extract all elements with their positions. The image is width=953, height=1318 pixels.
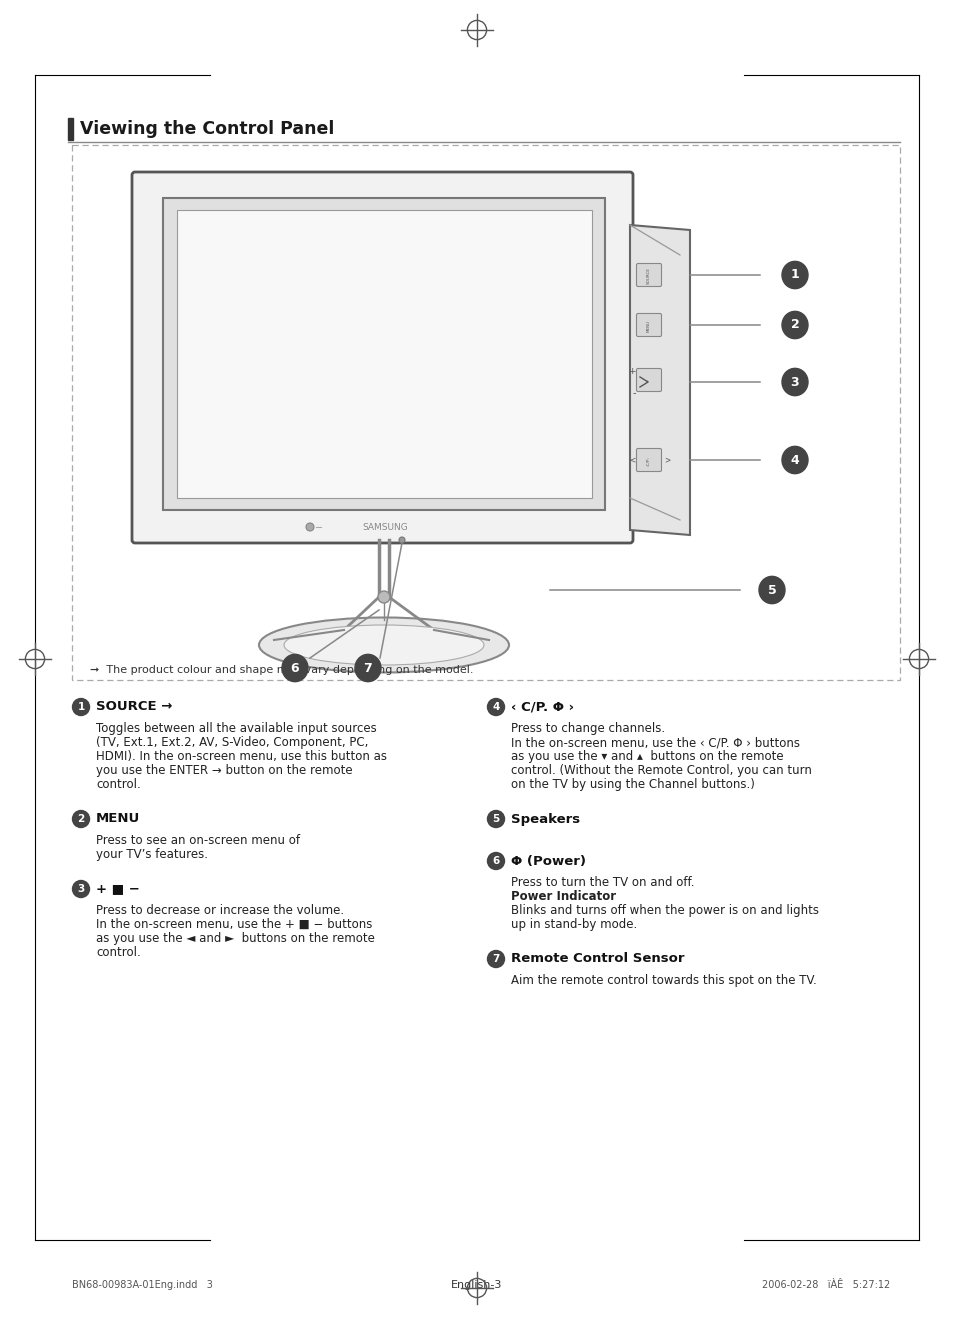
Text: Blinks and turns off when the power is on and lights: Blinks and turns off when the power is o…	[511, 904, 818, 917]
Bar	[71, 145, 899, 680]
Text: 5: 5	[492, 815, 499, 824]
Ellipse shape	[258, 618, 509, 672]
Text: In the on-screen menu, use the + ■ − buttons: In the on-screen menu, use the + ■ − but…	[96, 919, 372, 931]
Text: 4: 4	[492, 702, 499, 712]
Text: BN68-00983A-01Eng.indd   3: BN68-00983A-01Eng.indd 3	[71, 1280, 213, 1290]
Text: ➞  The product colour and shape may vary depending on the model.: ➞ The product colour and shape may vary …	[90, 666, 473, 675]
Text: Toggles between all the available input sources: Toggles between all the available input …	[96, 722, 376, 735]
Text: Power Indicator: Power Indicator	[511, 890, 616, 903]
Bar	[177, 210, 592, 498]
Text: 6: 6	[492, 855, 499, 866]
Ellipse shape	[487, 811, 504, 828]
Text: Speakers: Speakers	[511, 812, 579, 825]
Ellipse shape	[487, 699, 504, 716]
Text: control. (Without the Remote Control, you can turn: control. (Without the Remote Control, yo…	[511, 764, 811, 778]
Text: control.: control.	[96, 778, 141, 791]
Text: SOURCE →: SOURCE →	[96, 700, 172, 713]
Text: + ■ −: + ■ −	[96, 883, 140, 895]
Text: 6: 6	[291, 662, 299, 675]
Text: 5: 5	[767, 584, 776, 597]
Text: Press to see an on-screen menu of: Press to see an on-screen menu of	[96, 834, 299, 847]
FancyBboxPatch shape	[636, 264, 660, 286]
Ellipse shape	[487, 950, 504, 967]
Bar	[163, 198, 604, 510]
Text: Remote Control Sensor: Remote Control Sensor	[511, 953, 684, 966]
Text: Press to turn the TV on and off.: Press to turn the TV on and off.	[511, 876, 694, 890]
Text: 2: 2	[790, 319, 799, 332]
Polygon shape	[629, 225, 689, 535]
Text: ‹ C/P. Φ ›: ‹ C/P. Φ ›	[511, 700, 574, 713]
Text: as you use the ▾ and ▴  buttons on the remote: as you use the ▾ and ▴ buttons on the re…	[511, 750, 782, 763]
Ellipse shape	[781, 311, 807, 339]
FancyBboxPatch shape	[132, 173, 633, 543]
Text: as you use the ◄ and ►  buttons on the remote: as you use the ◄ and ► buttons on the re…	[96, 932, 375, 945]
Text: you use the ENTER → button on the remote: you use the ENTER → button on the remote	[96, 764, 353, 778]
Ellipse shape	[72, 811, 90, 828]
Text: up in stand-by mode.: up in stand-by mode.	[511, 919, 637, 931]
Text: In the on-screen menu, use the ‹ C/P. Φ › buttons: In the on-screen menu, use the ‹ C/P. Φ …	[511, 735, 800, 749]
Ellipse shape	[355, 654, 380, 681]
Text: +: +	[646, 378, 650, 382]
Ellipse shape	[781, 261, 807, 289]
Bar	[68, 119, 73, 140]
Text: 3: 3	[77, 884, 85, 894]
Text: SOURCE: SOURCE	[646, 268, 650, 283]
Text: -: -	[632, 387, 636, 398]
Text: 1: 1	[77, 702, 85, 712]
Text: 1: 1	[790, 269, 799, 282]
FancyBboxPatch shape	[636, 448, 660, 472]
Ellipse shape	[72, 699, 90, 716]
Circle shape	[398, 536, 405, 543]
Text: >: >	[663, 456, 670, 464]
Text: control.: control.	[96, 946, 141, 960]
Text: 4: 4	[790, 453, 799, 467]
Text: on the TV by using the Channel buttons.): on the TV by using the Channel buttons.)	[511, 778, 754, 791]
Text: Φ (Power): Φ (Power)	[511, 854, 585, 867]
FancyBboxPatch shape	[636, 314, 660, 336]
Ellipse shape	[781, 447, 807, 473]
Text: 2: 2	[77, 815, 85, 824]
Text: (TV, Ext.1, Ext.2, AV, S-Video, Component, PC,: (TV, Ext.1, Ext.2, AV, S-Video, Componen…	[96, 735, 368, 749]
Text: 2006-02-28   ïÀÊ   5:27:12: 2006-02-28 ïÀÊ 5:27:12	[760, 1280, 889, 1290]
Text: +: +	[628, 368, 636, 377]
Circle shape	[377, 590, 390, 604]
Ellipse shape	[781, 368, 807, 395]
Ellipse shape	[487, 853, 504, 870]
Ellipse shape	[72, 880, 90, 898]
Text: MENU: MENU	[646, 319, 650, 332]
Ellipse shape	[282, 654, 308, 681]
Ellipse shape	[284, 625, 483, 666]
Text: ‹C/P›: ‹C/P›	[646, 456, 650, 465]
Text: Press to change channels.: Press to change channels.	[511, 722, 664, 735]
Text: <: <	[629, 456, 636, 464]
Ellipse shape	[759, 576, 784, 604]
FancyBboxPatch shape	[636, 369, 660, 391]
Text: HDMI). In the on-screen menu, use this button as: HDMI). In the on-screen menu, use this b…	[96, 750, 387, 763]
Text: MENU: MENU	[96, 812, 140, 825]
Text: Press to decrease or increase the volume.: Press to decrease or increase the volume…	[96, 904, 344, 917]
Text: English-3: English-3	[451, 1280, 502, 1290]
Circle shape	[306, 523, 314, 531]
Text: 7: 7	[492, 954, 499, 963]
Text: 3: 3	[790, 376, 799, 389]
Text: Aim the remote control towards this spot on the TV.: Aim the remote control towards this spot…	[511, 974, 816, 987]
Text: 7: 7	[363, 662, 372, 675]
Text: your TV’s features.: your TV’s features.	[96, 847, 208, 861]
Text: SAMSUNG: SAMSUNG	[362, 522, 408, 531]
Text: Viewing the Control Panel: Viewing the Control Panel	[80, 120, 334, 138]
